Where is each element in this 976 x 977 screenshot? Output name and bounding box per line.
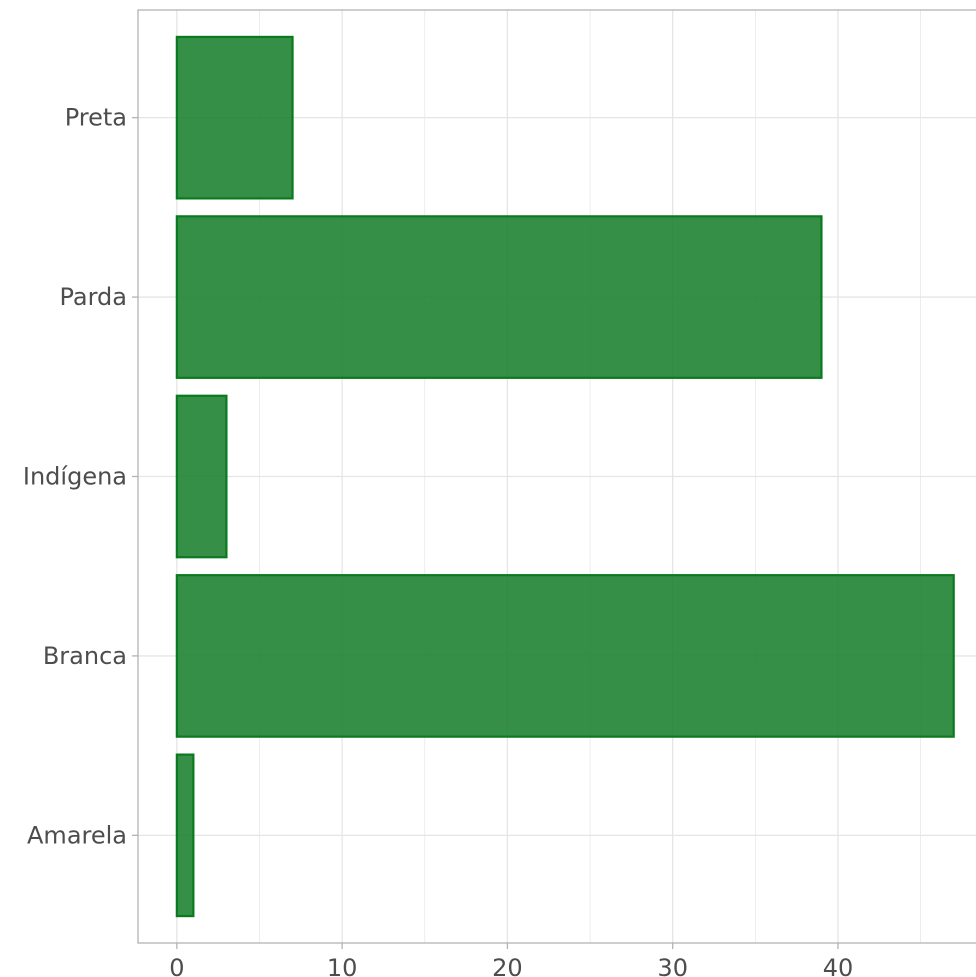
x-tick-label: 0 — [169, 954, 184, 977]
x-axis-ticks: 0 10 20 30 40 — [169, 943, 853, 977]
bar-branca — [175, 574, 955, 738]
y-tick-label: Preta — [65, 104, 127, 132]
x-tick-label: 10 — [327, 954, 358, 977]
y-axis-ticks: Amarela Branca Indígena Parda Preta — [23, 104, 138, 849]
y-tick-label: Amarela — [27, 821, 127, 849]
bar-indígena — [175, 394, 228, 559]
bar-preta — [175, 35, 294, 200]
bars — [175, 35, 955, 918]
y-tick-label: Branca — [43, 642, 127, 670]
y-tick-label: Parda — [60, 283, 128, 311]
bar-parda — [175, 215, 823, 379]
x-tick-label: 40 — [823, 954, 854, 977]
x-tick-label: 30 — [657, 954, 688, 977]
x-tick-label: 20 — [492, 954, 523, 977]
y-tick-label: Indígena — [23, 463, 127, 491]
bar-amarela — [175, 753, 195, 918]
